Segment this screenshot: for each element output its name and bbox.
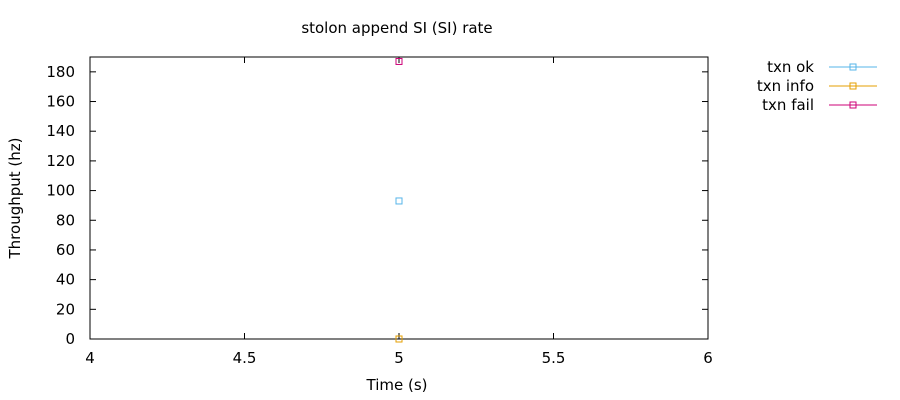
y-tick-label: 80 bbox=[56, 211, 75, 229]
y-tick-label: 180 bbox=[46, 63, 75, 81]
data-point bbox=[395, 197, 403, 205]
y-tick-label: 120 bbox=[46, 152, 75, 170]
y-tick-label: 40 bbox=[56, 271, 75, 289]
data-point bbox=[395, 57, 403, 65]
x-tick-label: 5 bbox=[394, 349, 404, 367]
data-point bbox=[395, 335, 403, 343]
data-points bbox=[395, 57, 403, 343]
x-tick-label: 4.5 bbox=[233, 349, 257, 367]
x-axis: 4 4.5 5 5.5 6 bbox=[85, 57, 713, 367]
y-tick-label: 20 bbox=[56, 300, 75, 318]
y-tick-label: 60 bbox=[56, 241, 75, 259]
chart-title: stolon append SI (SI) rate bbox=[301, 19, 492, 37]
y-tick-label: 160 bbox=[46, 93, 75, 111]
x-axis-label: Time (s) bbox=[366, 376, 428, 394]
y-axis-label: Throughput (hz) bbox=[6, 138, 24, 260]
legend-label: txn fail bbox=[762, 96, 814, 114]
legend-marker bbox=[849, 63, 857, 71]
legend-marker bbox=[849, 101, 857, 109]
x-tick-label: 4 bbox=[85, 349, 95, 367]
legend-label: txn ok bbox=[767, 58, 814, 76]
y-tick-label: 140 bbox=[46, 122, 75, 140]
y-axis: 0 20 40 60 80 100 120 140 160 180 bbox=[46, 63, 708, 348]
legend-marker bbox=[849, 82, 857, 90]
y-tick-label: 0 bbox=[65, 330, 75, 348]
legend-label: txn info bbox=[757, 77, 814, 95]
x-tick-label: 5.5 bbox=[542, 349, 566, 367]
y-tick-label: 100 bbox=[46, 182, 75, 200]
x-tick-label: 6 bbox=[703, 349, 713, 367]
